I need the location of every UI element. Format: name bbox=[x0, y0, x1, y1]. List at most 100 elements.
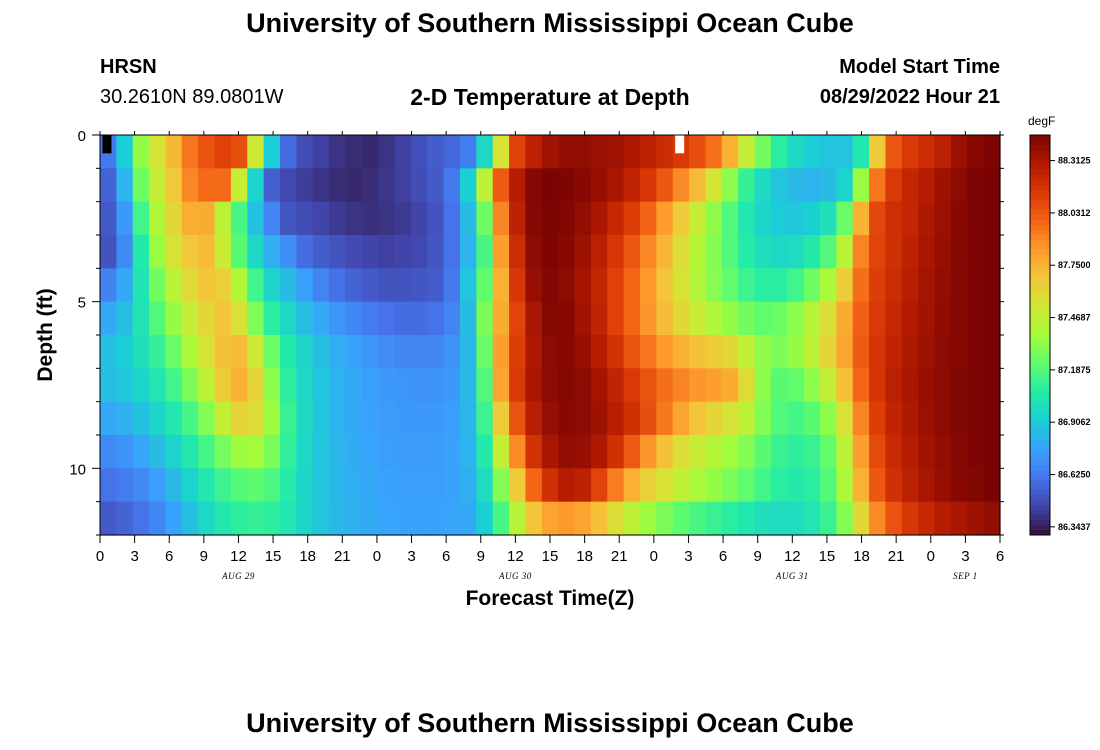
heatmap-cell bbox=[689, 335, 707, 369]
heatmap-cell bbox=[132, 135, 150, 169]
heatmap-cell bbox=[721, 468, 739, 503]
heatmap-cell bbox=[476, 501, 494, 536]
heatmap-cell bbox=[738, 168, 756, 203]
heatmap-cell bbox=[247, 401, 265, 436]
heatmap-cell bbox=[803, 335, 821, 369]
heatmap-cell bbox=[623, 368, 641, 403]
heatmap-cell bbox=[852, 268, 870, 303]
heatmap-cell bbox=[541, 335, 559, 369]
heatmap-cell bbox=[574, 401, 592, 436]
heatmap-cell bbox=[525, 168, 543, 203]
heatmap-cell bbox=[672, 201, 690, 236]
heatmap-cell bbox=[100, 435, 117, 469]
heatmap-cell bbox=[132, 168, 150, 203]
heatmap-cell bbox=[885, 301, 903, 336]
heatmap-cell bbox=[165, 235, 183, 269]
heatmap-cell bbox=[230, 168, 248, 203]
heatmap-cell bbox=[329, 135, 347, 169]
heatmap-cell bbox=[918, 201, 936, 236]
heatmap-cell bbox=[770, 435, 788, 469]
heatmap-cell bbox=[967, 335, 985, 369]
colorbar-swatch bbox=[1030, 240, 1050, 246]
heatmap-cell bbox=[296, 435, 314, 469]
heatmap-cell bbox=[869, 135, 887, 169]
heatmap-cell bbox=[394, 268, 412, 303]
heatmap-cell bbox=[443, 335, 461, 369]
x-axis-label: Forecast Time(Z) bbox=[466, 587, 635, 610]
heatmap-cell bbox=[312, 235, 330, 269]
heatmap-cell bbox=[623, 168, 641, 203]
heatmap-cell bbox=[574, 168, 592, 203]
heatmap-cell bbox=[852, 368, 870, 403]
heatmap-cell bbox=[983, 235, 1001, 269]
heatmap-cell bbox=[836, 235, 854, 269]
heatmap-cell bbox=[410, 401, 428, 436]
colorbar-swatch bbox=[1030, 140, 1050, 146]
heatmap-cell bbox=[574, 435, 592, 469]
heatmap-cell bbox=[672, 501, 690, 536]
heatmap-cell bbox=[967, 235, 985, 269]
heatmap-cell bbox=[787, 468, 805, 503]
heatmap-cell bbox=[116, 235, 134, 269]
heatmap-cell bbox=[443, 501, 461, 536]
heatmap-cell bbox=[983, 268, 1001, 303]
heatmap-cell bbox=[820, 301, 837, 336]
colorbar-swatch bbox=[1030, 365, 1050, 371]
heatmap-cell bbox=[738, 368, 756, 403]
heatmap-cell bbox=[312, 435, 330, 469]
heatmap-cell bbox=[132, 468, 150, 503]
x-tick-label: 6 bbox=[165, 548, 173, 565]
x-axis: 0 3 6 9 12 15 18 21 0 3 6 9 12 15 18 21 0 3 6 9 12 15 18 21 0 3 6 A… bbox=[96, 131, 1004, 581]
heatmap-cell bbox=[476, 335, 494, 369]
heatmap-cell bbox=[100, 168, 117, 203]
heatmap-cell bbox=[460, 468, 477, 503]
heatmap-cell bbox=[427, 301, 445, 336]
heatmap-cell bbox=[263, 368, 281, 403]
heatmap-cell bbox=[247, 501, 265, 536]
heatmap-cell bbox=[296, 401, 314, 436]
colorbar-swatch bbox=[1030, 275, 1050, 281]
heatmap-cell bbox=[361, 435, 379, 469]
heatmap-cell bbox=[836, 368, 854, 403]
heatmap-cell bbox=[607, 435, 625, 469]
heatmap-cell bbox=[132, 368, 150, 403]
colorbar-swatch bbox=[1030, 160, 1050, 166]
heatmap-cell bbox=[885, 435, 903, 469]
heatmap-cell bbox=[640, 401, 657, 436]
heatmap-cell bbox=[885, 368, 903, 403]
heatmap-cell bbox=[640, 135, 657, 169]
colorbar-frame bbox=[1029, 134, 1051, 536]
heatmap-cell bbox=[672, 401, 690, 436]
heatmap-cell bbox=[918, 468, 936, 503]
heatmap-cell bbox=[787, 301, 805, 336]
heatmap-cell bbox=[656, 335, 674, 369]
heatmap-cell bbox=[525, 468, 543, 503]
heatmap-cell bbox=[345, 368, 363, 403]
heatmap-cell bbox=[934, 235, 952, 269]
heatmap-cell bbox=[623, 301, 641, 336]
heatmap-cell bbox=[721, 135, 739, 169]
heatmap-cell bbox=[590, 501, 608, 536]
heatmap-cell bbox=[820, 235, 837, 269]
heatmap-cell bbox=[345, 301, 363, 336]
heatmap-cell bbox=[738, 501, 756, 536]
heatmap-cell bbox=[558, 135, 576, 169]
heatmap-cell bbox=[574, 468, 592, 503]
colorbar-swatch bbox=[1030, 295, 1050, 301]
heatmap-cell bbox=[263, 301, 281, 336]
heatmap-cell bbox=[950, 301, 968, 336]
heatmap-cell bbox=[705, 335, 723, 369]
heatmap-cell bbox=[149, 201, 167, 236]
heatmap-cell bbox=[574, 335, 592, 369]
heatmap-cell bbox=[820, 135, 837, 169]
heatmap-cell bbox=[607, 301, 625, 336]
heatmap-cell bbox=[247, 301, 265, 336]
heatmap-cell bbox=[967, 301, 985, 336]
x-tick-label: 15 bbox=[265, 548, 282, 565]
heatmap-cell bbox=[590, 168, 608, 203]
heatmap-cell bbox=[214, 301, 232, 336]
heatmap-cell bbox=[754, 301, 772, 336]
heatmap-cell bbox=[607, 501, 625, 536]
heatmap-cell bbox=[460, 168, 477, 203]
heatmap-cell bbox=[492, 268, 510, 303]
